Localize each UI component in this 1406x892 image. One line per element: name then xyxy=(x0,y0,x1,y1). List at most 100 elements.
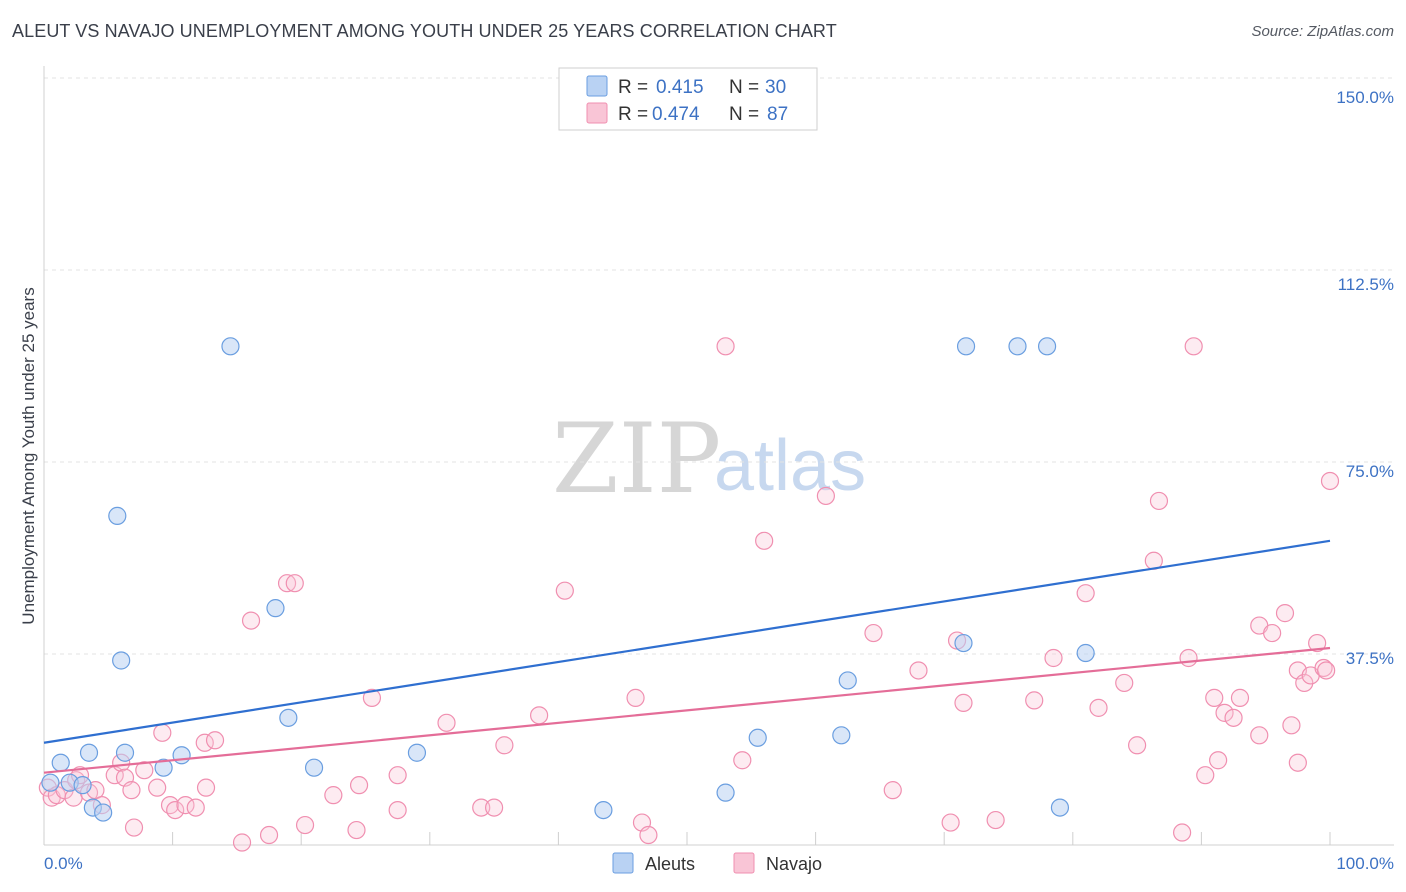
aleuts-point xyxy=(94,803,113,822)
navajo-point xyxy=(941,813,960,832)
y-tick-labels: 150.0% 112.5% 75.0% 37.5% xyxy=(1336,88,1394,668)
aleuts-point xyxy=(956,337,976,356)
legend-aleuts-r-label: R = xyxy=(618,77,648,98)
navajo-point xyxy=(362,688,382,707)
navajo-point xyxy=(153,723,172,742)
navajo-point xyxy=(196,778,216,797)
navajo-point xyxy=(733,751,752,770)
navajo-point xyxy=(124,818,144,837)
navajo-point xyxy=(388,766,407,785)
navajo-point xyxy=(1076,584,1095,603)
navajo-point xyxy=(1044,648,1063,668)
aleuts-point xyxy=(79,743,99,762)
legend-swatch-navajo xyxy=(586,102,608,124)
bottom-legend-swatch-navajo xyxy=(733,852,755,874)
navajo-point xyxy=(639,825,658,845)
navajo-point xyxy=(160,796,180,815)
y-tick-label: 37.5% xyxy=(1346,649,1394,668)
gridlines xyxy=(44,77,1394,655)
navajo-point xyxy=(186,798,205,817)
data-points xyxy=(38,337,1340,852)
aleuts-point xyxy=(112,651,131,670)
aleuts-point xyxy=(108,506,127,525)
navajo-point xyxy=(1179,648,1198,668)
navajo-point xyxy=(1263,623,1282,643)
navajo-point xyxy=(1282,716,1301,735)
aleuts-point xyxy=(1037,337,1057,356)
aleuts-point xyxy=(51,753,70,772)
navajo-point xyxy=(1149,491,1169,511)
y-tick-label: 150.0% xyxy=(1336,88,1394,107)
aleuts-point xyxy=(304,758,324,777)
navajo-trend-line xyxy=(43,646,1331,774)
navajo-point xyxy=(485,798,504,817)
navajo-point xyxy=(166,800,185,820)
navajo-point xyxy=(135,761,154,780)
aleuts-point xyxy=(266,599,285,618)
bottom-legend-navajo: Navajo xyxy=(766,854,822,874)
navajo-point xyxy=(716,337,735,356)
navajo-point xyxy=(530,706,549,725)
navajo-point xyxy=(347,820,366,840)
navajo-point xyxy=(1089,698,1108,717)
aleuts-point xyxy=(115,743,135,762)
navajo-point xyxy=(437,713,456,732)
navajo-point xyxy=(909,661,928,680)
navajo-point xyxy=(148,778,167,797)
navajo-point xyxy=(816,486,835,506)
y-tick-label: 75.0% xyxy=(1346,462,1394,481)
aleuts-point xyxy=(172,746,191,765)
aleuts-point xyxy=(954,633,973,653)
series-legend: Aleuts Navajo xyxy=(612,852,822,874)
legend-aleuts-r-value: 0.415 xyxy=(656,77,704,98)
aleuts-point xyxy=(279,708,298,727)
aleuts-point xyxy=(1076,643,1095,663)
source-credit: Source: ZipAtlas.com xyxy=(1251,23,1394,40)
navajo-point xyxy=(232,833,252,852)
navajo-point xyxy=(1275,604,1295,623)
navajo-point xyxy=(883,781,902,800)
axes xyxy=(43,66,1394,846)
navajo-point xyxy=(1320,471,1340,491)
correlation-legend: R = 0.415 N = 30 R = 0.474 N = 87 xyxy=(558,67,818,131)
navajo-point xyxy=(986,810,1005,830)
y-tick-label: 112.5% xyxy=(1338,275,1394,294)
aleuts-point xyxy=(832,726,851,745)
navajo-point xyxy=(1205,688,1224,707)
navajo-point xyxy=(555,581,574,600)
navajo-point xyxy=(324,786,343,805)
aleuts-point xyxy=(838,671,857,690)
navajo-point xyxy=(1127,736,1147,755)
navajo-point xyxy=(1209,751,1228,770)
aleuts-point xyxy=(716,783,735,802)
navajo-point xyxy=(277,574,297,593)
navajo-point xyxy=(495,736,514,755)
navajo-point xyxy=(1215,703,1234,722)
navajo-point xyxy=(295,815,315,835)
legend-aleuts-n-value: 30 xyxy=(765,77,786,98)
navajo-point xyxy=(1314,658,1333,678)
aleuts-point xyxy=(407,743,427,762)
navajo-point xyxy=(1224,708,1243,727)
navajo-point xyxy=(122,781,141,800)
bottom-legend-swatch-aleuts xyxy=(612,852,634,874)
navajo-point xyxy=(954,693,973,712)
navajo-point xyxy=(1308,633,1327,653)
aleuts-point xyxy=(594,800,613,820)
aleuts-point xyxy=(41,773,60,792)
navajo-point xyxy=(1196,766,1215,785)
watermark-atlas: atlas xyxy=(714,426,866,506)
bottom-legend-aleuts: Aleuts xyxy=(645,854,695,874)
chart-title: ALEUT VS NAVAJO UNEMPLOYMENT AMONG YOUTH… xyxy=(12,21,837,41)
aleuts-point xyxy=(154,758,173,777)
navajo-point xyxy=(1115,673,1134,693)
aleuts-point xyxy=(1050,798,1070,817)
navajo-point xyxy=(1317,661,1336,680)
navajo-point xyxy=(285,574,304,593)
legend-navajo-n-label: N = xyxy=(729,104,759,125)
navajo-point xyxy=(349,776,369,795)
navajo-point xyxy=(388,800,407,820)
navajo-point xyxy=(1173,823,1192,842)
navajo-point xyxy=(1250,726,1269,745)
navajo-point xyxy=(1025,691,1044,710)
